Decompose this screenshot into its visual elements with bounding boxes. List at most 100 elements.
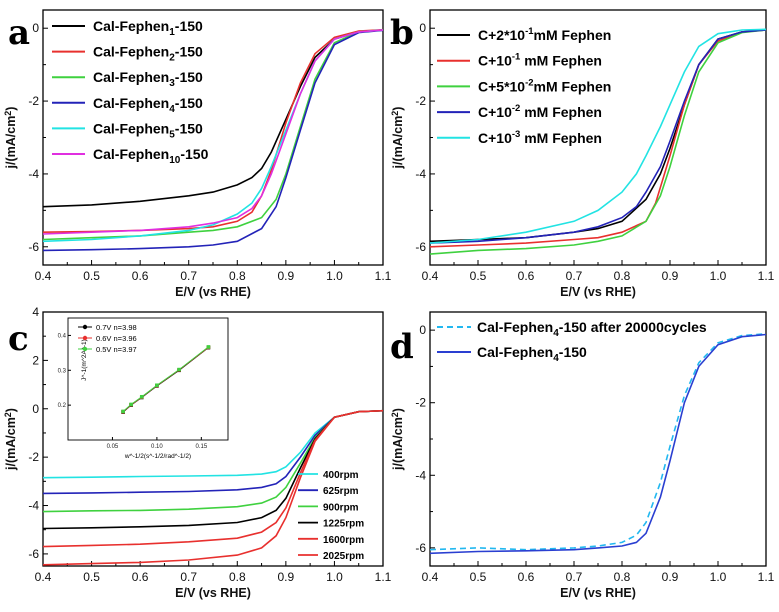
y-tick-label: -2	[415, 396, 426, 410]
inset-point	[155, 383, 159, 388]
y-axis-label: j/(mA/cm2)	[390, 408, 405, 471]
legend-entry: Cal-Fephen4-150	[93, 95, 203, 115]
series-line-cal-fephen10-150	[42, 29, 384, 235]
inset-x-tick-label: 0.10	[151, 444, 163, 450]
y-tick-label: -2	[28, 94, 39, 108]
x-tick-label: 1.1	[375, 570, 392, 584]
inset-point	[177, 367, 181, 372]
x-tick-label: 0.4	[422, 269, 439, 283]
legend-entry: C+10-1 mM Fephen	[478, 52, 602, 69]
inset-y-tick-label: 0.4	[58, 333, 67, 339]
y-tick-label: -4	[28, 499, 39, 513]
x-tick-label: 0.8	[614, 570, 631, 584]
legend-entry: 900rpm	[323, 502, 359, 513]
x-tick-label: 1.1	[758, 570, 775, 584]
x-tick-label: 0.7	[566, 269, 583, 283]
x-tick-label: 0.9	[278, 269, 295, 283]
series-line-cal-fephen4-150	[42, 29, 384, 252]
y-tick-label: 0	[32, 21, 39, 35]
y-tick-label: -6	[28, 240, 39, 254]
legend-entry: Cal-Fephen10-150	[93, 146, 209, 166]
inset-y-tick-label: 0.3	[58, 368, 67, 374]
legend-entry: Cal-Fephen1-150	[93, 18, 203, 38]
inset-point	[206, 345, 211, 349]
legend-entry: Cal-Fephen2-150	[93, 44, 203, 64]
legend-entry: 1225rpm	[323, 519, 364, 530]
legend-entry: Cal-Fephen3-150	[93, 69, 203, 89]
legend-entry: 400rpm	[323, 470, 359, 481]
chart-panel-c: 0.4 0.5 0.6 0.7 0.8 0.9 1.0 1.1 -6 -4 -2 0 2 4 E/V (vs…	[3, 305, 392, 600]
x-tick-label: 0.9	[662, 269, 679, 283]
y-tick-label: -4	[415, 167, 426, 181]
x-tick-label: 0.5	[470, 570, 487, 584]
legend-entry: 2025rpm	[323, 551, 364, 562]
y-tick-label: 2	[32, 353, 39, 367]
x-tick-label: 0.6	[132, 269, 149, 283]
x-tick-label: 0.6	[132, 570, 149, 584]
panel-letter-a: a	[8, 13, 30, 53]
panel-letter-c: c	[8, 319, 29, 359]
inset-point	[129, 402, 133, 407]
x-tick-label: 0.8	[614, 269, 631, 283]
x-tick-label: 1.0	[710, 570, 727, 584]
y-axis-label: j/(mA/cm2)	[3, 408, 18, 471]
inset-x-tick-label: 0.05	[107, 444, 119, 450]
x-tick-label: 0.5	[83, 269, 100, 283]
legend-entry: C+10-2 mM Fephen	[478, 103, 602, 120]
series-line-2025rpm	[42, 409, 384, 566]
x-tick-label: 0.5	[83, 570, 100, 584]
legend-entry: Cal-Fephen4-150 after 20000cycles	[477, 319, 707, 339]
legend-entry: 1600rpm	[323, 535, 364, 546]
y-tick-label: -6	[415, 541, 426, 555]
y-tick-label: -4	[28, 167, 39, 181]
inset-legend-entry: 0.5V n=3.97	[96, 345, 137, 354]
x-tick-label: 1.0	[326, 269, 343, 283]
inset-legend-marker	[82, 324, 88, 330]
inset-y-label: J^-1(m^2A^-1)	[81, 339, 88, 381]
x-tick-label: 1.1	[758, 269, 775, 283]
inset-x-label: w^-1/2(s^-1/2/rad^-1/2)	[124, 453, 191, 460]
legend-entry: Cal-Fephen5-150	[93, 120, 203, 140]
x-tick-label: 0.5	[470, 269, 487, 283]
chart-panel-b: 0.4 0.5 0.6 0.7 0.8 0.9 1.0 1.1 -6 -4 -2 0 E/V (vs R…	[390, 9, 775, 299]
panel-letter-b: b	[390, 13, 414, 53]
x-tick-label: 0.4	[35, 570, 52, 584]
x-tick-label: 0.6	[518, 269, 535, 283]
y-tick-label: -4	[415, 468, 426, 482]
inset-legend-marker	[82, 346, 88, 352]
x-tick-label: 0.4	[35, 269, 52, 283]
inset-legend-marker	[82, 335, 88, 341]
series-line-cal-fephen4-150-after-20000cycles	[429, 333, 767, 551]
y-tick-label: -6	[415, 240, 426, 254]
series-line-c-10-2-mm-fephen	[429, 29, 767, 244]
y-axis-label: j/(mA/cm2)	[390, 107, 405, 170]
series-line-c-10-3-mm-fephen	[429, 28, 767, 244]
legend-entry: C+2*10-1mM Fephen	[478, 26, 611, 43]
inset-x-tick-label: 0.15	[195, 444, 207, 450]
y-tick-label: 4	[32, 305, 39, 319]
inset-legend-entry: 0.7V n=3.98	[96, 323, 137, 332]
legend-entry: C+5*10-2mM Fephen	[478, 77, 611, 94]
x-tick-label: 1.1	[375, 269, 392, 283]
x-axis-label: E/V (vs RHE)	[175, 586, 251, 600]
series-line-c-5-10-2mm-fephen	[429, 29, 767, 255]
x-tick-label: 0.7	[180, 269, 197, 283]
legend-entry: 625rpm	[323, 486, 359, 497]
x-tick-label: 0.6	[518, 570, 535, 584]
x-tick-label: 1.0	[710, 269, 727, 283]
inset-legend-entry: 0.6V n=3.96	[96, 334, 137, 343]
inset-point	[139, 394, 144, 399]
x-tick-label: 0.9	[278, 570, 295, 584]
inset-y-tick-label: 0.2	[58, 403, 67, 409]
x-axis-label: E/V (vs RHE)	[560, 285, 636, 299]
inset-chart: 0.05 0.10 0.15 0.2 0.3 0.4 w^-1/2(s^-1/2/rad^-…	[58, 317, 229, 460]
chart-panel-d: 0.4 0.5 0.6 0.7 0.8 0.9 1.0 1.1 -6 -4 -2 0 E/V (vs R…	[390, 311, 775, 600]
y-tick-label: 0	[32, 402, 39, 416]
y-tick-label: 0	[419, 21, 426, 35]
x-tick-label: 0.7	[180, 570, 197, 584]
x-tick-label: 0.8	[229, 269, 246, 283]
y-tick-label: 0	[419, 323, 426, 337]
x-axis-label: E/V (vs RHE)	[175, 285, 251, 299]
x-tick-label: 1.0	[326, 570, 343, 584]
